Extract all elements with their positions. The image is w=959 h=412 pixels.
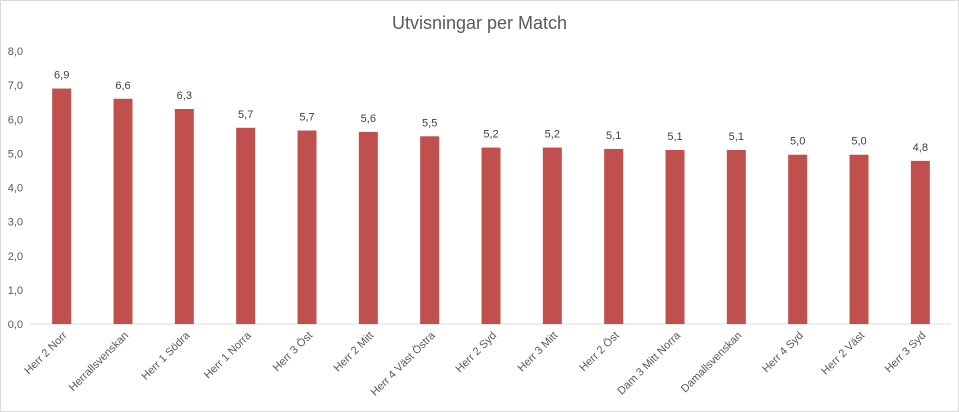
category-label: Herr 2 Öst: [577, 330, 621, 374]
bar: [788, 154, 808, 324]
category-label: Herr 4 Syd: [760, 330, 806, 376]
category-label: Herr 4 Väst Östra: [369, 329, 439, 399]
category-label: Herr 1 Norra: [202, 329, 254, 381]
y-tick-label: 1,0: [8, 285, 23, 297]
y-tick-label: 8,0: [8, 46, 23, 58]
bar: [420, 136, 440, 324]
data-label: 5,2: [483, 129, 498, 141]
category-label: Herr 3 Syd: [883, 330, 929, 376]
y-tick-label: 4,0: [8, 183, 23, 195]
data-label: 5,7: [238, 109, 253, 121]
bar: [236, 127, 256, 324]
y-tick-label: 6,0: [8, 114, 23, 126]
bar: [910, 160, 930, 324]
category-label: Herr 2 Väst: [819, 330, 867, 378]
bar: [726, 149, 746, 324]
category-label: Herr 3 Öst: [271, 330, 315, 374]
y-tick-label: 2,0: [8, 251, 23, 263]
bar: [358, 131, 378, 324]
bar: [665, 149, 685, 324]
data-label: 6,6: [115, 80, 130, 92]
bar: [297, 130, 317, 324]
chart-title: Utvisningar per Match: [391, 13, 568, 33]
bar: [849, 154, 869, 324]
data-label: 5,0: [851, 136, 866, 148]
y-tick-label: 3,0: [8, 217, 23, 229]
data-label: 5,2: [545, 129, 560, 141]
bar: [604, 148, 624, 324]
y-tick-label: 5,0: [8, 148, 23, 160]
category-label: Dam 3 Mitt Norra: [615, 329, 683, 397]
y-tick-label: 7,0: [8, 80, 23, 92]
category-label: Herr 2 Syd: [453, 330, 499, 376]
data-label: 5,1: [606, 130, 621, 142]
bar: [113, 98, 133, 325]
category-label: Damallsvenskan: [679, 330, 745, 396]
bar: [52, 88, 72, 324]
data-label: 5,5: [422, 117, 437, 129]
category-label: Herr 2 Norr: [22, 329, 70, 377]
category-label: Herrallsvenskan: [67, 330, 131, 394]
category-label: Herr 1 Södra: [139, 329, 193, 383]
category-label: Herr 2 Mitt: [332, 330, 377, 375]
data-label: 5,0: [790, 136, 805, 148]
data-label: 5,1: [729, 131, 744, 143]
data-label: 6,3: [177, 90, 192, 102]
data-label: 5,6: [361, 113, 376, 125]
bar: [174, 109, 194, 324]
data-label: 5,1: [667, 131, 682, 143]
category-label: Herr 3 Mitt: [516, 330, 561, 375]
bar: [481, 147, 501, 324]
data-label: 4,8: [913, 142, 928, 154]
bar: [542, 147, 562, 324]
data-label: 5,7: [299, 112, 314, 124]
y-tick-label: 0,0: [8, 319, 23, 331]
data-label: 6,9: [54, 70, 69, 82]
